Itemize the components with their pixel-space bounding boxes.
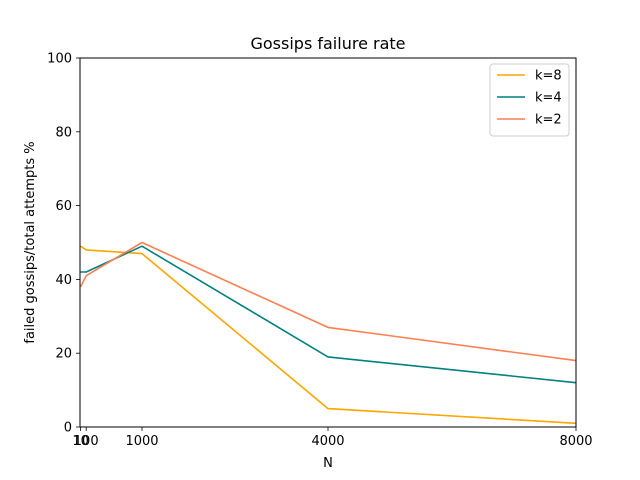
legend-label: k=4 <box>535 91 562 106</box>
x-tick-label: 1000 <box>125 434 158 449</box>
x-tick-label: 4000 <box>311 434 344 449</box>
y-axis-title: failed gossips/total attempts % <box>23 141 38 343</box>
y-tick-label: 40 <box>55 273 72 288</box>
y-tick-label: 60 <box>55 199 72 214</box>
y-tick-label: 100 <box>47 52 72 67</box>
legend-box <box>489 63 570 137</box>
y-axis: 0 20 40 60 80 100 <box>47 52 80 436</box>
x-tick-label: 8000 <box>559 434 592 449</box>
y-tick-label: 80 <box>55 125 72 140</box>
chart-title: Gossips failure rate <box>250 34 405 53</box>
legend: k=8 k=4 k=2 <box>489 63 570 137</box>
x-axis-title: N <box>323 456 333 471</box>
y-tick-label: 20 <box>55 347 72 362</box>
plot-lines <box>79 241 577 425</box>
y-tick-label: 0 <box>64 421 72 436</box>
x-tick-label: 100 <box>74 434 99 449</box>
series-line-2 <box>79 241 577 362</box>
x-tick-label: 10 <box>72 434 89 449</box>
legend-label: k=8 <box>535 69 562 84</box>
legend-label: k=2 <box>535 113 562 128</box>
series-line-1 <box>80 245 577 384</box>
series-line-0 <box>80 245 577 425</box>
